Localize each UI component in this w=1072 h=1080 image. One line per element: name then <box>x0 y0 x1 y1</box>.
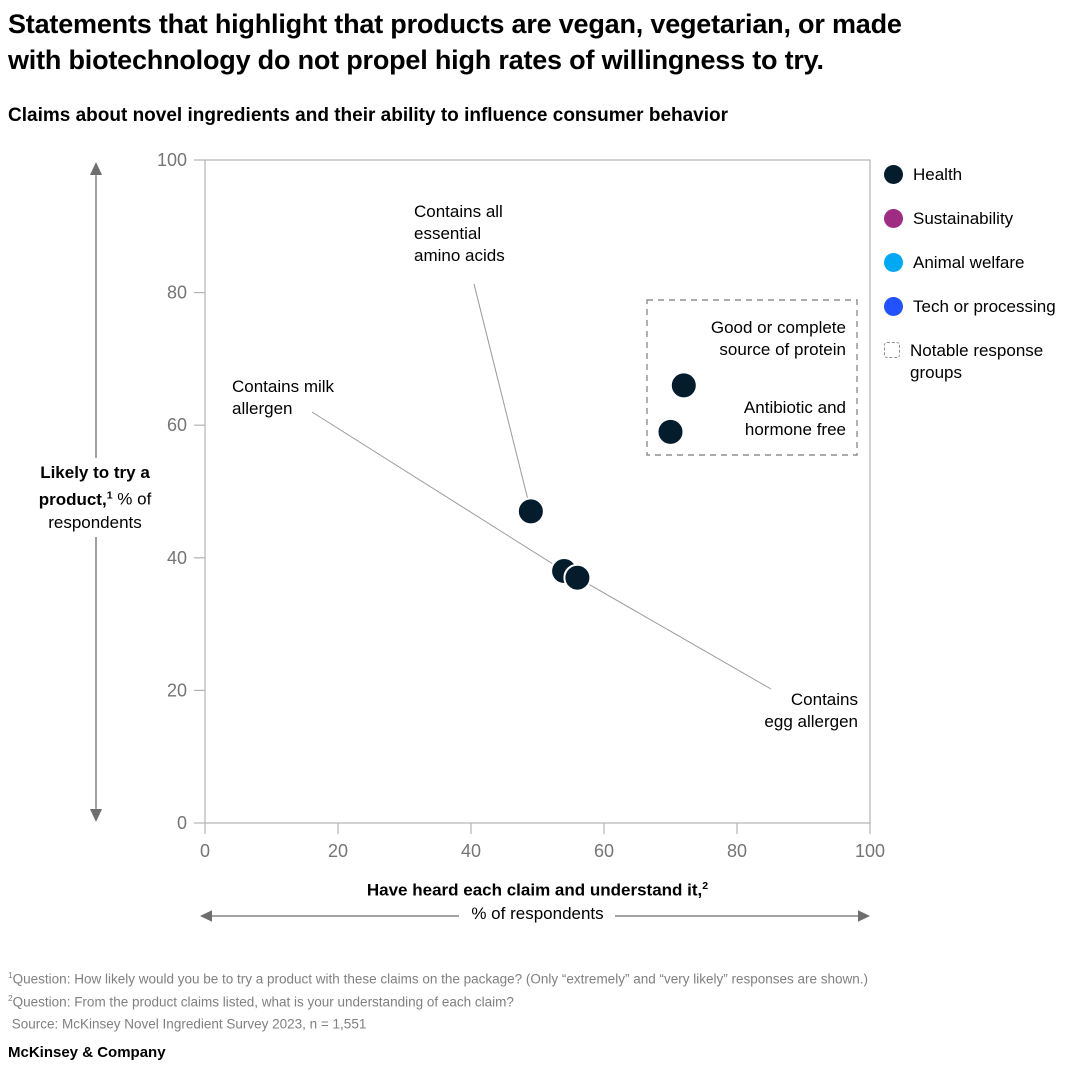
footnote-source-text: Source: McKinsey Novel Ingredient Survey… <box>8 1016 367 1032</box>
data-point-health <box>516 497 545 526</box>
y-axis-title-unit: % of respondents <box>48 489 152 532</box>
footnote-2-text: Question: From the product claims listed… <box>12 994 514 1009</box>
y-tick-label: 40 <box>167 548 187 568</box>
legend-label-tech-or-processing: Tech or processing <box>913 297 1056 316</box>
dashed-box-swatch <box>884 342 900 358</box>
y-tick-label: 60 <box>167 415 187 435</box>
x-tick-label: 20 <box>328 841 348 861</box>
legend-label-sustainability: Sustainability <box>913 209 1014 228</box>
legend-item-tech-or-processing: Tech or processing <box>884 296 1056 318</box>
footnote-1-marker: 1 <box>8 970 13 980</box>
dot-swatch-tech-or-processing <box>884 297 903 316</box>
point-label-milk-allergen: Contains milk allergen <box>232 377 335 418</box>
x-tick-label: 100 <box>855 841 885 861</box>
legend-label-animal-welfare: Animal welfare <box>913 253 1025 272</box>
brand-logotype: McKinsey & Company <box>8 1044 166 1061</box>
dot-swatch-health <box>884 165 903 184</box>
y-axis-title: Likely to try a product,1 % of responden… <box>26 458 164 537</box>
legend-item-sustainability: Sustainability <box>884 208 1056 230</box>
footnote-1: 1Question: How likely would you be to tr… <box>8 966 1068 989</box>
chart-legend: Health Sustainability Animal welfare Tech o… <box>884 164 1056 384</box>
x-axis-ticks: 0 20 40 60 80 100 <box>200 823 885 861</box>
point-label-protein-source: Good or complete source of protein <box>710 318 846 359</box>
legend-label-health: Health <box>913 165 963 184</box>
footnote-1-text: Question: How likely would you be to try… <box>12 971 869 987</box>
footnote-2: 2Question: From the product claims liste… <box>8 989 1068 1012</box>
point-label-egg-allergen: Contains egg allergen <box>764 690 858 731</box>
x-axis-unit: % of respondents <box>471 904 604 923</box>
legend-item-animal-welfare: Animal welfare <box>884 252 1056 274</box>
x-axis-footnote-marker: 2 <box>702 880 709 892</box>
x-tick-label: 80 <box>727 841 747 861</box>
footnotes: 1Question: How likely would you be to tr… <box>8 966 1068 1034</box>
plot-border <box>204 159 871 824</box>
x-tick-label: 0 <box>200 841 210 861</box>
chart-subtitle: Claims about novel ingredients and their… <box>8 105 729 126</box>
data-points <box>516 371 698 592</box>
point-label-amino-acids: Contains all essential amino acids <box>414 202 505 265</box>
x-tick-label: 40 <box>461 841 481 861</box>
x-axis-title-bold: Have heard each claim and understand it, <box>366 880 703 900</box>
y-tick-label: 80 <box>167 283 187 303</box>
dot-swatch-animal-welfare <box>884 253 903 272</box>
legend-label-notable-response-groups: Notable response groups <box>910 341 1044 382</box>
dot-swatch-sustainability <box>884 209 903 228</box>
notable-response-group-box <box>646 299 858 456</box>
point-label-antibiotic-hormone-free: Antibiotic and hormone free <box>743 398 846 439</box>
page-title: Statements that highlight that products … <box>8 9 902 75</box>
y-tick-label: 0 <box>177 813 187 833</box>
data-point-health <box>563 563 592 592</box>
x-axis-title: Have heard each claim and understand it,… <box>205 880 870 901</box>
y-tick-label: 100 <box>157 150 187 170</box>
footnote-source: Source: McKinsey Novel Ingredient Survey… <box>8 1011 1068 1034</box>
legend-item-notable-response-groups: Notable response groups <box>884 340 1056 384</box>
y-axis-title-bold: Likely to try a product, <box>38 463 150 509</box>
x-tick-label: 60 <box>594 841 614 861</box>
data-point-health <box>669 371 698 400</box>
footnote-2-marker: 2 <box>8 992 13 1003</box>
y-axis-ticks: 0 20 40 60 80 100 <box>157 150 205 833</box>
x-axis-range-arrow <box>200 910 870 922</box>
legend-item-health: Health <box>884 164 1056 186</box>
data-point-health <box>656 417 685 446</box>
y-tick-label: 20 <box>167 680 187 700</box>
y-axis-footnote-marker: 1 <box>106 489 113 501</box>
